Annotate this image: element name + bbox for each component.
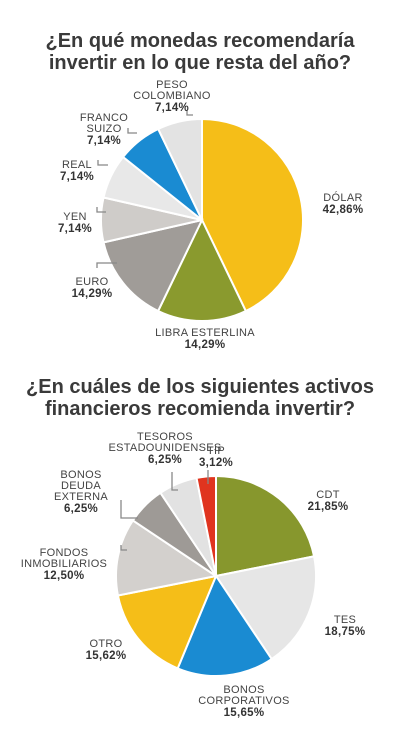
pie-slice-euro bbox=[102, 218, 204, 313]
leader-line-yen bbox=[96, 207, 106, 213]
slice-value-bonos-deuda-externa: 6,25% bbox=[64, 503, 98, 515]
slice-label-line: CDT bbox=[316, 489, 340, 501]
slice-label-line: OTRO bbox=[90, 638, 123, 650]
slice-value-otro: 15,62% bbox=[86, 650, 127, 662]
leader-line-fondos-inmobiliarios bbox=[120, 545, 127, 551]
chart-2-title-line-1: ¿En cuáles de los siguientes activos bbox=[26, 376, 374, 398]
pie-slice-otro bbox=[116, 574, 218, 670]
chart-1-title-line-1: ¿En qué monedas recomendaría bbox=[45, 30, 355, 52]
slice-value-dolar: 42,86% bbox=[323, 204, 364, 216]
slice-label-libra-esterlina: LIBRA ESTERLINA 14,29% bbox=[155, 327, 255, 351]
slice-value-cdt: 21,85% bbox=[308, 501, 349, 513]
slice-label-otro: OTRO 15,62% bbox=[86, 638, 127, 662]
slice-label-dolar: DÓLAR 42,86% bbox=[323, 191, 364, 216]
pie-slice-peso-colombiano bbox=[156, 117, 203, 221]
slice-label-tesoros-estadounidenses: TESOROS ESTADOUNIDENSES 6,25% bbox=[108, 431, 221, 466]
slice-label-line: YEN bbox=[63, 211, 87, 223]
slice-label-tes: TES 18,75% bbox=[325, 614, 366, 638]
slice-value-bonos-corporativos: 15,65% bbox=[224, 707, 265, 719]
slice-value-euro: 14,29% bbox=[72, 288, 113, 300]
slice-label-line: BONOS bbox=[60, 469, 101, 481]
slice-label-line: ESTADOUNIDENSES bbox=[108, 442, 221, 454]
slice-label-line: PESO bbox=[156, 79, 188, 91]
slice-label-euro: EURO 14,29% bbox=[72, 276, 113, 300]
slice-label-bonos-corporativos: BONOS CORPORATIVOS 15,65% bbox=[198, 684, 289, 719]
slice-label-real: REAL 7,14% bbox=[60, 159, 94, 183]
slice-label-line: DEUDA bbox=[61, 480, 101, 492]
slice-label-bonos-deuda-externa: BONOS DEUDA EXTERNA 6,25% bbox=[54, 469, 108, 515]
slice-label-line: LIBRA ESTERLINA bbox=[155, 327, 255, 339]
slice-label-line: DÓLAR bbox=[323, 191, 362, 204]
pie-slice-tip bbox=[195, 474, 217, 577]
slice-label-fondos-inmobiliarios: FONDOS INMOBILIARIOS 12,50% bbox=[21, 547, 107, 582]
chart-1-title: ¿En qué monedas recomendaría invertir en… bbox=[0, 30, 400, 74]
assets-pie-chart: CDT 21,85%TES 18,75%BONOS CORPORATIVOS 15,65… bbox=[21, 431, 366, 719]
slice-label-line: INMOBILIARIOS bbox=[21, 558, 107, 570]
pie-slice-bonos-corporativos bbox=[176, 573, 274, 677]
chart-1-title-line-2: invertir en lo que resta del año? bbox=[48, 52, 352, 74]
slice-label-line: COLOMBIANO bbox=[133, 90, 211, 102]
slice-value-tesoros-estadounidenses: 6,25% bbox=[148, 454, 182, 466]
slice-label-tip: TIP 3,12% bbox=[199, 445, 233, 469]
slice-label-line: TESOROS bbox=[137, 431, 193, 443]
leader-line-franco-suizo bbox=[127, 128, 137, 134]
pie-slice-tes bbox=[214, 555, 317, 661]
slice-label-line: SUIZO bbox=[86, 123, 121, 135]
slice-value-peso-colombiano: 7,14% bbox=[155, 102, 189, 114]
pie-slice-libra-esterlina bbox=[156, 217, 248, 322]
slice-value-libra-esterlina: 14,29% bbox=[185, 339, 226, 351]
leader-line-peso-colombiano bbox=[186, 110, 193, 116]
slice-label-line: REAL bbox=[62, 159, 92, 171]
leader-line-real bbox=[97, 160, 108, 166]
slice-label-line: FRANCO bbox=[80, 112, 128, 124]
slice-value-yen: 7,14% bbox=[58, 223, 92, 235]
slice-label-line: EURO bbox=[76, 276, 109, 288]
slice-label-line: FONDOS bbox=[40, 547, 89, 559]
slice-label-line: TES bbox=[334, 614, 356, 626]
pie-slice-cdt bbox=[215, 474, 316, 578]
chart-2-title-line-2: financieros recomienda invertir? bbox=[44, 398, 356, 420]
slice-value-tip: 3,12% bbox=[199, 457, 233, 469]
slice-label-line: CORPORATIVOS bbox=[198, 695, 289, 707]
slice-label-cdt: CDT 21,85% bbox=[308, 489, 349, 513]
chart-2-title: ¿En cuáles de los siguientes activos fin… bbox=[0, 376, 400, 420]
slice-label-yen: YEN 7,14% bbox=[58, 211, 92, 235]
slice-label-line: BONOS bbox=[223, 684, 264, 696]
slice-label-line: TIP bbox=[207, 445, 225, 457]
slice-value-fondos-inmobiliarios: 12,50% bbox=[44, 570, 85, 582]
pie-slice-fondos-inmobiliarios bbox=[115, 519, 219, 597]
slice-value-tes: 18,75% bbox=[325, 626, 366, 638]
slice-label-peso-colombiano: PESO COLOMBIANO 7,14% bbox=[133, 79, 211, 114]
leader-line-tesoros-estadounidenses bbox=[171, 472, 178, 491]
slice-value-franco-suizo: 7,14% bbox=[87, 135, 121, 147]
slice-label-franco-suizo: FRANCO SUIZO 7,14% bbox=[80, 112, 128, 147]
slice-label-line: EXTERNA bbox=[54, 491, 108, 503]
leader-line-bonos-deuda-externa bbox=[120, 500, 138, 519]
pie-slice-dolar bbox=[201, 117, 304, 313]
slice-value-real: 7,14% bbox=[60, 171, 94, 183]
currency-pie-chart: DÓLAR 42,86%LIBRA ESTERLINA 14,29%EURO 14,2… bbox=[58, 79, 363, 351]
leader-line-euro bbox=[96, 262, 117, 268]
